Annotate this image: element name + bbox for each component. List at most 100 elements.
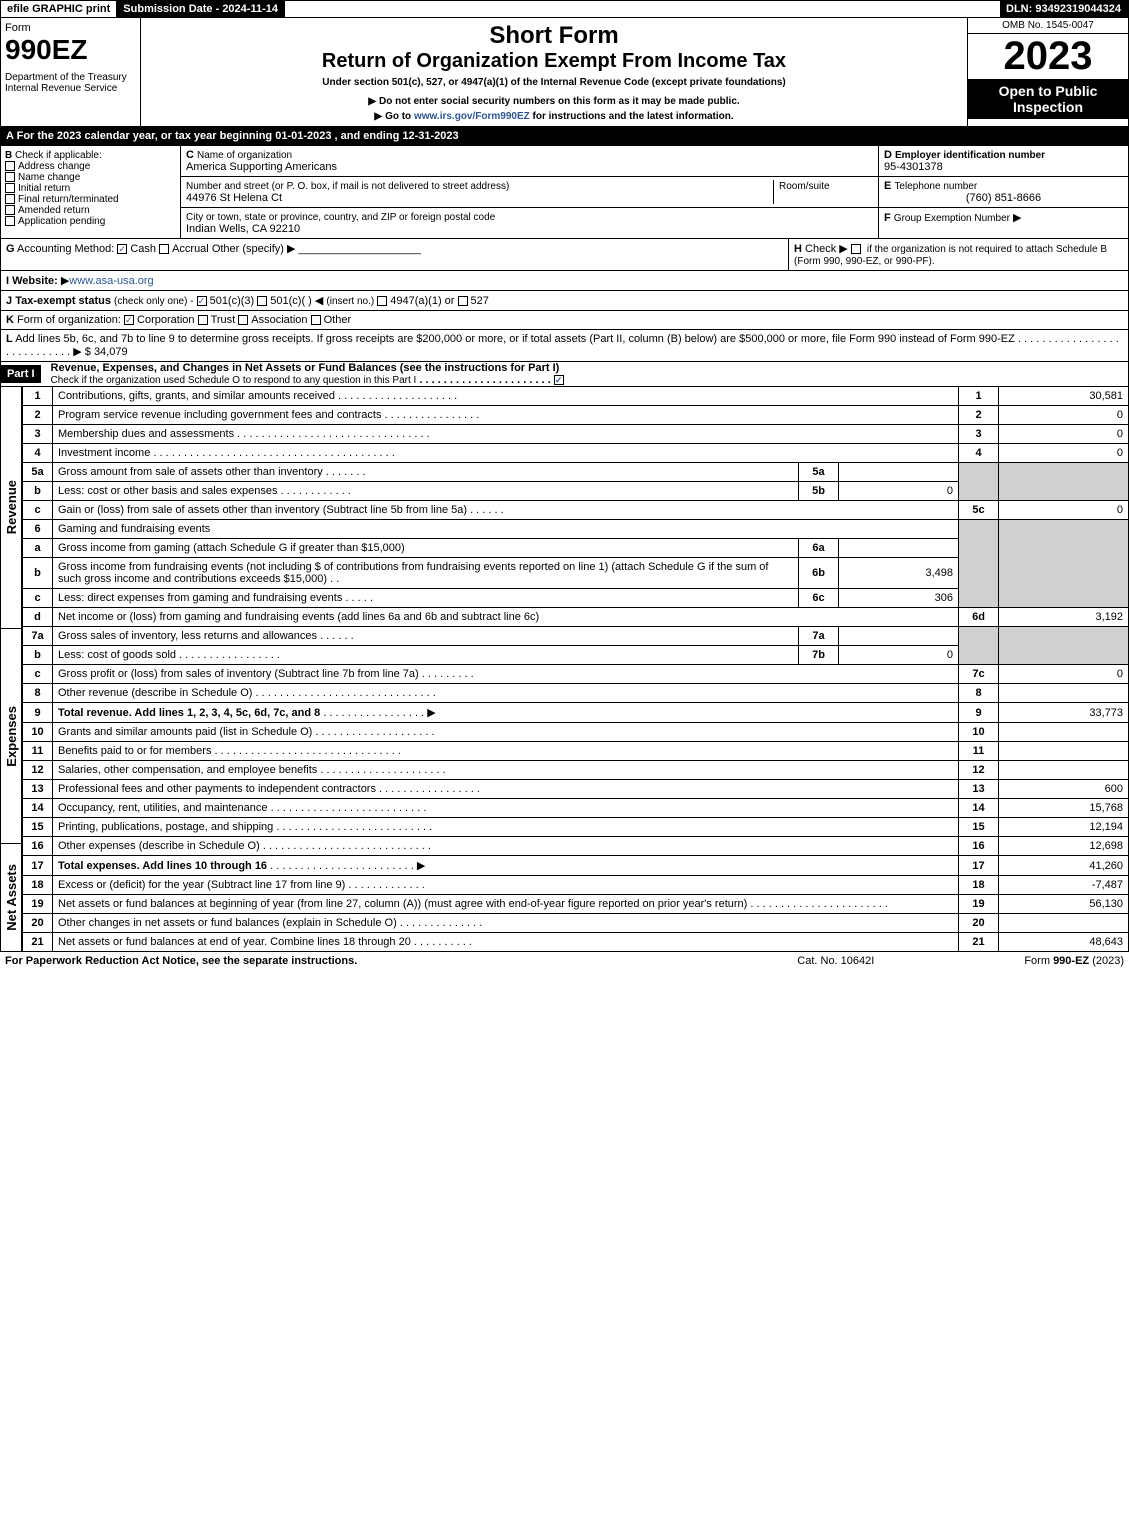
h-check: Check ▶ xyxy=(805,243,848,255)
line-6d: dNet income or (loss) from gaming and fu… xyxy=(23,608,1129,627)
line-6d-val: 3,192 xyxy=(999,608,1129,627)
top-bar: efile GRAPHIC print Submission Date - 20… xyxy=(0,0,1129,18)
line-5c-desc: Gain or (loss) from sale of assets other… xyxy=(58,504,467,516)
header-center: Short Form Return of Organization Exempt… xyxy=(141,18,968,126)
line-6b-desc: Gross income from fundraising events (no… xyxy=(58,561,768,585)
line-7b-midv: 0 xyxy=(839,646,959,665)
j-501c: 501(c)( ) xyxy=(270,295,312,307)
b-initial: Initial return xyxy=(18,183,70,194)
line-6c-midv: 306 xyxy=(839,589,959,608)
line-19: 19Net assets or fund balances at beginni… xyxy=(23,895,1129,914)
line-2: 2Program service revenue including gover… xyxy=(23,406,1129,425)
checkbox-assoc[interactable] xyxy=(238,315,248,325)
org-street: 44976 St Helena Ct xyxy=(186,192,282,204)
j-insert: (insert no.) xyxy=(326,296,374,307)
l-text: Add lines 5b, 6c, and 7b to line 9 to de… xyxy=(15,333,1015,345)
checkbox-501c[interactable] xyxy=(257,296,267,306)
checkbox-schedule-o[interactable] xyxy=(554,375,564,385)
b-name: Name change xyxy=(18,172,80,183)
line-5c: cGain or (loss) from sale of assets othe… xyxy=(23,501,1129,520)
lines-container: Revenue Expenses Net Assets 1Contributio… xyxy=(0,387,1129,952)
checkbox-initial[interactable] xyxy=(5,183,15,193)
line-7c-desc: Gross profit or (loss) from sales of inv… xyxy=(58,668,419,680)
line-6: 6Gaming and fundraising events xyxy=(23,520,1129,539)
checkbox-527[interactable] xyxy=(458,296,468,306)
line-2-val: 0 xyxy=(999,406,1129,425)
section-labels: Revenue Expenses Net Assets xyxy=(0,387,22,952)
footer-right: Form 990-EZ (2023) xyxy=(1024,955,1124,967)
j-note: (check only one) - xyxy=(114,296,193,307)
line-13-val: 600 xyxy=(999,780,1129,799)
checkbox-h[interactable] xyxy=(851,244,861,254)
part-i-title: Revenue, Expenses, and Changes in Net As… xyxy=(41,362,1128,386)
b-header: Check if applicable: xyxy=(15,150,102,161)
b-final: Final return/terminated xyxy=(18,194,119,205)
header-left: Form 990EZ Department of the Treasury In… xyxy=(1,18,141,126)
org-name: America Supporting Americans xyxy=(186,161,337,173)
checkbox-name[interactable] xyxy=(5,172,15,182)
k-trust: Trust xyxy=(211,314,236,326)
section-c: C Name of organization America Supportin… xyxy=(181,146,878,238)
g-other: Other (specify) xyxy=(212,243,284,255)
part-i-label: Part I xyxy=(1,365,41,383)
checkbox-trust[interactable] xyxy=(198,315,208,325)
line-1-val: 30,581 xyxy=(999,387,1129,406)
under-section: Under section 501(c), 527, or 4947(a)(1)… xyxy=(145,77,963,88)
b-pending: Application pending xyxy=(18,216,105,227)
omb-number: OMB No. 1545-0047 xyxy=(968,18,1128,34)
checkbox-final[interactable] xyxy=(5,194,15,204)
open-inspection: Open to Public Inspection xyxy=(968,79,1128,119)
footer-mid: Cat. No. 10642I xyxy=(797,955,874,967)
goto-link: Go to www.irs.gov/Form990EZ for instruct… xyxy=(145,111,963,122)
checkbox-other-org[interactable] xyxy=(311,315,321,325)
irs-link[interactable]: www.irs.gov/Form990EZ xyxy=(414,111,530,122)
line-9-val: 33,773 xyxy=(999,703,1129,723)
line-17-val: 41,260 xyxy=(999,856,1129,876)
part-i-title-text: Revenue, Expenses, and Changes in Net As… xyxy=(51,362,560,374)
e-label: Telephone number xyxy=(894,181,977,192)
row-k: K Form of organization: Corporation Trus… xyxy=(0,311,1129,330)
j-label: Tax-exempt status xyxy=(15,295,111,307)
line-8: 8Other revenue (describe in Schedule O) … xyxy=(23,684,1129,703)
section-b: B Check if applicable: Address change Na… xyxy=(1,146,181,238)
line-10-desc: Grants and similar amounts paid (list in… xyxy=(58,726,312,738)
line-5c-val: 0 xyxy=(999,501,1129,520)
short-form-label: Short Form xyxy=(145,22,963,50)
line-12: 12Salaries, other compensation, and empl… xyxy=(23,761,1129,780)
k-assoc: Association xyxy=(251,314,307,326)
checkbox-accrual[interactable] xyxy=(159,244,169,254)
line-7c-val: 0 xyxy=(999,665,1129,684)
tax-year: 2023 xyxy=(968,34,1128,79)
line-14-val: 15,768 xyxy=(999,799,1129,818)
line-6c-desc: Less: direct expenses from gaming and fu… xyxy=(58,592,342,604)
line-9-desc: Total revenue. Add lines 1, 2, 3, 4, 5c,… xyxy=(58,707,320,719)
checkbox-address[interactable] xyxy=(5,161,15,171)
d-label: Employer identification number xyxy=(895,150,1045,161)
form-word: Form xyxy=(5,22,136,34)
l-value: $ 34,079 xyxy=(85,346,128,358)
j-4947: 4947(a)(1) or xyxy=(390,295,454,307)
line-7b-desc: Less: cost of goods sold xyxy=(58,649,176,661)
website-link[interactable]: www.asa-usa.org xyxy=(69,275,153,287)
line-7b-mid: 7b xyxy=(799,646,839,665)
f-label: Group Exemption Number xyxy=(894,213,1010,224)
line-a: A For the 2023 calendar year, or tax yea… xyxy=(0,127,1129,146)
section-bcdef: B Check if applicable: Address change Na… xyxy=(0,146,1129,239)
g-cash: Cash xyxy=(130,243,156,255)
part-i-header: Part I Revenue, Expenses, and Changes in… xyxy=(0,362,1129,387)
k-corp: Corporation xyxy=(137,314,194,326)
line-5a-mid: 5a xyxy=(799,463,839,482)
checkbox-amended[interactable] xyxy=(5,205,15,215)
checkbox-cash[interactable] xyxy=(117,244,127,254)
checkbox-501c3[interactable] xyxy=(197,296,207,306)
part-i-sub: Check if the organization used Schedule … xyxy=(51,375,417,386)
dln: DLN: 93492319044324 xyxy=(1000,1,1128,17)
line-6-desc: Gaming and fundraising events xyxy=(53,520,959,539)
line-7a-midv xyxy=(839,627,959,646)
checkbox-pending[interactable] xyxy=(5,216,15,226)
line-5b-mid: 5b xyxy=(799,482,839,501)
checkbox-4947[interactable] xyxy=(377,296,387,306)
ein-value: 95-4301378 xyxy=(884,161,943,173)
checkbox-corp[interactable] xyxy=(124,315,134,325)
line-13: 13Professional fees and other payments t… xyxy=(23,780,1129,799)
